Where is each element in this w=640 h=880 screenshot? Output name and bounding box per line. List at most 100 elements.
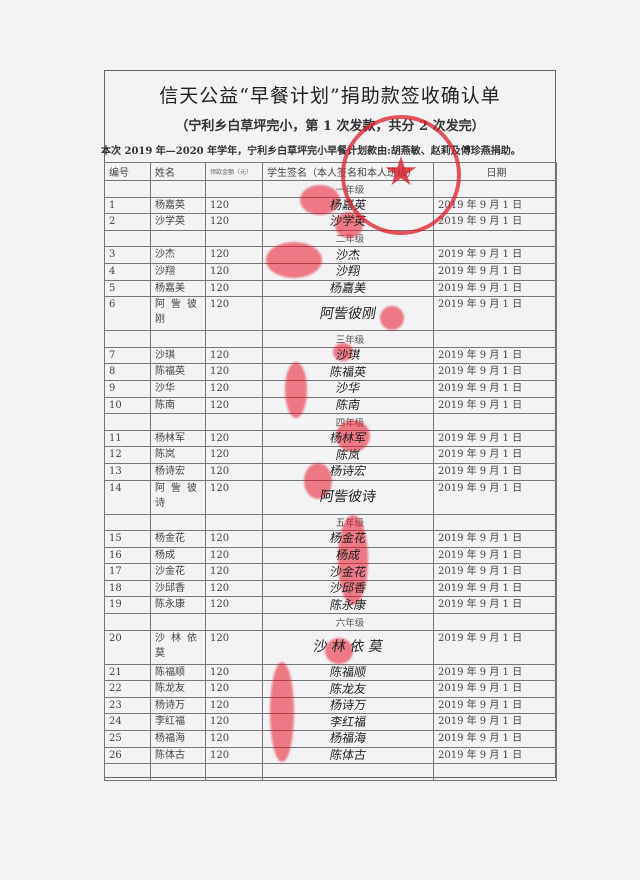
- document-subtitle: （宁利乡白草坪完小，第 1 次发款，共分 2 次发完）: [175, 119, 485, 134]
- table-row: 25 杨福海 120 杨福海 2019 年 9 月 1 日: [104, 730, 557, 748]
- date: 2019 年 9 月 1 日: [433, 429, 557, 448]
- fingerprint-mark: [300, 185, 340, 215]
- grade-row: 四年级: [104, 413, 557, 431]
- handwritten-signature: 陈岚: [334, 447, 362, 462]
- fingerprint-mark: [333, 343, 353, 361]
- amount: 120: [205, 396, 263, 415]
- star-icon: ★: [383, 149, 419, 195]
- handwritten-signature: 沙琪: [334, 348, 362, 363]
- student-number: 10: [104, 396, 151, 415]
- student-number: 22: [104, 680, 151, 698]
- date: 2019 年 9 月 1 日: [433, 213, 557, 231]
- student-number: 1: [104, 196, 151, 215]
- student-name: 杨金花: [150, 530, 206, 548]
- handwritten-signature: 阿訾彼诗: [318, 489, 378, 505]
- signature-cell: 阿訾彼刚: [262, 296, 434, 332]
- student-number: 14: [104, 479, 151, 515]
- signature-cell: 陈福英: [262, 363, 434, 381]
- table-row: 7 沙琪 120 沙琪 2019 年 9 月 1 日: [104, 346, 557, 365]
- date-cell: [433, 229, 557, 248]
- signature-cell: 杨福海: [262, 730, 434, 748]
- donation-note: 本次 2019 年—2020 年学年，宁利乡白草坪完小早餐计划款由:胡燕敏、赵莉…: [101, 146, 521, 157]
- fingerprint-mark: [304, 463, 332, 499]
- fingerprint-mark: [336, 420, 370, 452]
- table-row: 6 阿訾彼刚 120 阿訾彼刚 2019 年 9 月 1 日: [104, 296, 557, 332]
- amount: 120: [205, 246, 263, 264]
- handwritten-signature: 杨福海: [328, 731, 368, 746]
- date: 2019 年 9 月 1 日: [433, 279, 557, 298]
- grade-row: 六年级: [104, 613, 557, 631]
- date: 2019 年 9 月 1 日: [433, 379, 557, 398]
- name-cell: [150, 763, 206, 781]
- header-name: 姓名: [150, 162, 206, 181]
- student-name: 沙杰: [150, 246, 206, 264]
- student-number: 12: [104, 446, 151, 464]
- student-number: 18: [104, 579, 151, 598]
- date: 2019 年 9 月 1 日: [433, 396, 557, 415]
- amount-cell: [205, 413, 263, 431]
- student-name: 陈体古: [150, 746, 206, 765]
- amount: 120: [205, 262, 263, 281]
- student-number: 20: [104, 629, 151, 665]
- amount: 120: [205, 296, 263, 332]
- student-name: 陈南: [150, 396, 206, 415]
- red-seal-stamp: ★: [341, 115, 461, 235]
- handwritten-signature: 沙金花: [328, 564, 368, 579]
- signature-cell: 沙邱香: [262, 579, 434, 598]
- amount: 120: [205, 629, 263, 665]
- student-name: 杨林军: [150, 429, 206, 448]
- date: 2019 年 9 月 1 日: [433, 663, 557, 682]
- signature-cell: 沙翔: [262, 262, 434, 281]
- handwritten-signature: 杨林军: [328, 431, 368, 446]
- date: 2019 年 9 月 1 日: [433, 746, 557, 765]
- student-name: 沙学英: [150, 213, 206, 231]
- handwritten-signature: 杨金花: [328, 531, 368, 546]
- amount: 120: [205, 196, 263, 215]
- table-row: 15 杨金花 120 杨金花 2019 年 9 月 1 日: [104, 530, 557, 548]
- student-number: 15: [104, 530, 151, 548]
- amount: 120: [205, 546, 263, 565]
- signature-cell: 杨金花: [262, 530, 434, 548]
- amount: 120: [205, 363, 263, 381]
- handwritten-signature: 沙翔: [334, 264, 362, 279]
- student-name: 杨福海: [150, 730, 206, 748]
- date-cell: [433, 763, 557, 781]
- fingerprint-mark: [285, 362, 307, 418]
- student-number: 6: [104, 296, 151, 332]
- date: 2019 年 9 月 1 日: [433, 462, 557, 481]
- handwritten-signature: 陈体古: [328, 747, 368, 762]
- handwritten-signature: 陈福顺: [328, 664, 368, 679]
- number-cell: [104, 229, 151, 248]
- signature-cell: 阿訾彼诗: [262, 479, 434, 515]
- student-number: 17: [104, 563, 151, 581]
- table-header-row: 编号 姓名 领款金额（元） 学生签名（本人签名和本人班级） 日期: [104, 162, 557, 181]
- student-name: 阿訾彼刚: [150, 296, 206, 332]
- student-name: 杨诗万: [150, 696, 206, 715]
- signature-cell: 沙华: [262, 379, 434, 398]
- signature-cell: 李红福: [262, 713, 434, 732]
- grade-label: 六年级: [262, 613, 434, 631]
- student-number: 2: [104, 213, 151, 231]
- student-name: 陈龙友: [150, 680, 206, 698]
- amount-cell: [205, 763, 263, 781]
- number-cell: [104, 613, 151, 631]
- date: 2019 年 9 月 1 日: [433, 563, 557, 581]
- student-name: 沙华: [150, 379, 206, 398]
- amount: 120: [205, 379, 263, 398]
- date-cell: [433, 413, 557, 431]
- table-row: 11 杨林军 120 杨林军 2019 年 9 月 1 日: [104, 429, 557, 448]
- student-name: 李红福: [150, 713, 206, 732]
- student-number: 23: [104, 696, 151, 715]
- student-name: 陈永康: [150, 596, 206, 615]
- fingerprint-mark: [270, 662, 294, 762]
- amount: 120: [205, 213, 263, 231]
- grade-row: 五年级: [104, 513, 557, 532]
- date: 2019 年 9 月 1 日: [433, 680, 557, 698]
- handwritten-signature: 沙杰: [334, 247, 362, 262]
- date: 2019 年 9 月 1 日: [433, 262, 557, 281]
- signature-cell: 杨成: [262, 546, 434, 565]
- handwritten-signature: 杨成: [334, 547, 362, 562]
- student-name: 沙邱香: [150, 579, 206, 598]
- date: 2019 年 9 月 1 日: [433, 530, 557, 548]
- date: 2019 年 9 月 1 日: [433, 629, 557, 665]
